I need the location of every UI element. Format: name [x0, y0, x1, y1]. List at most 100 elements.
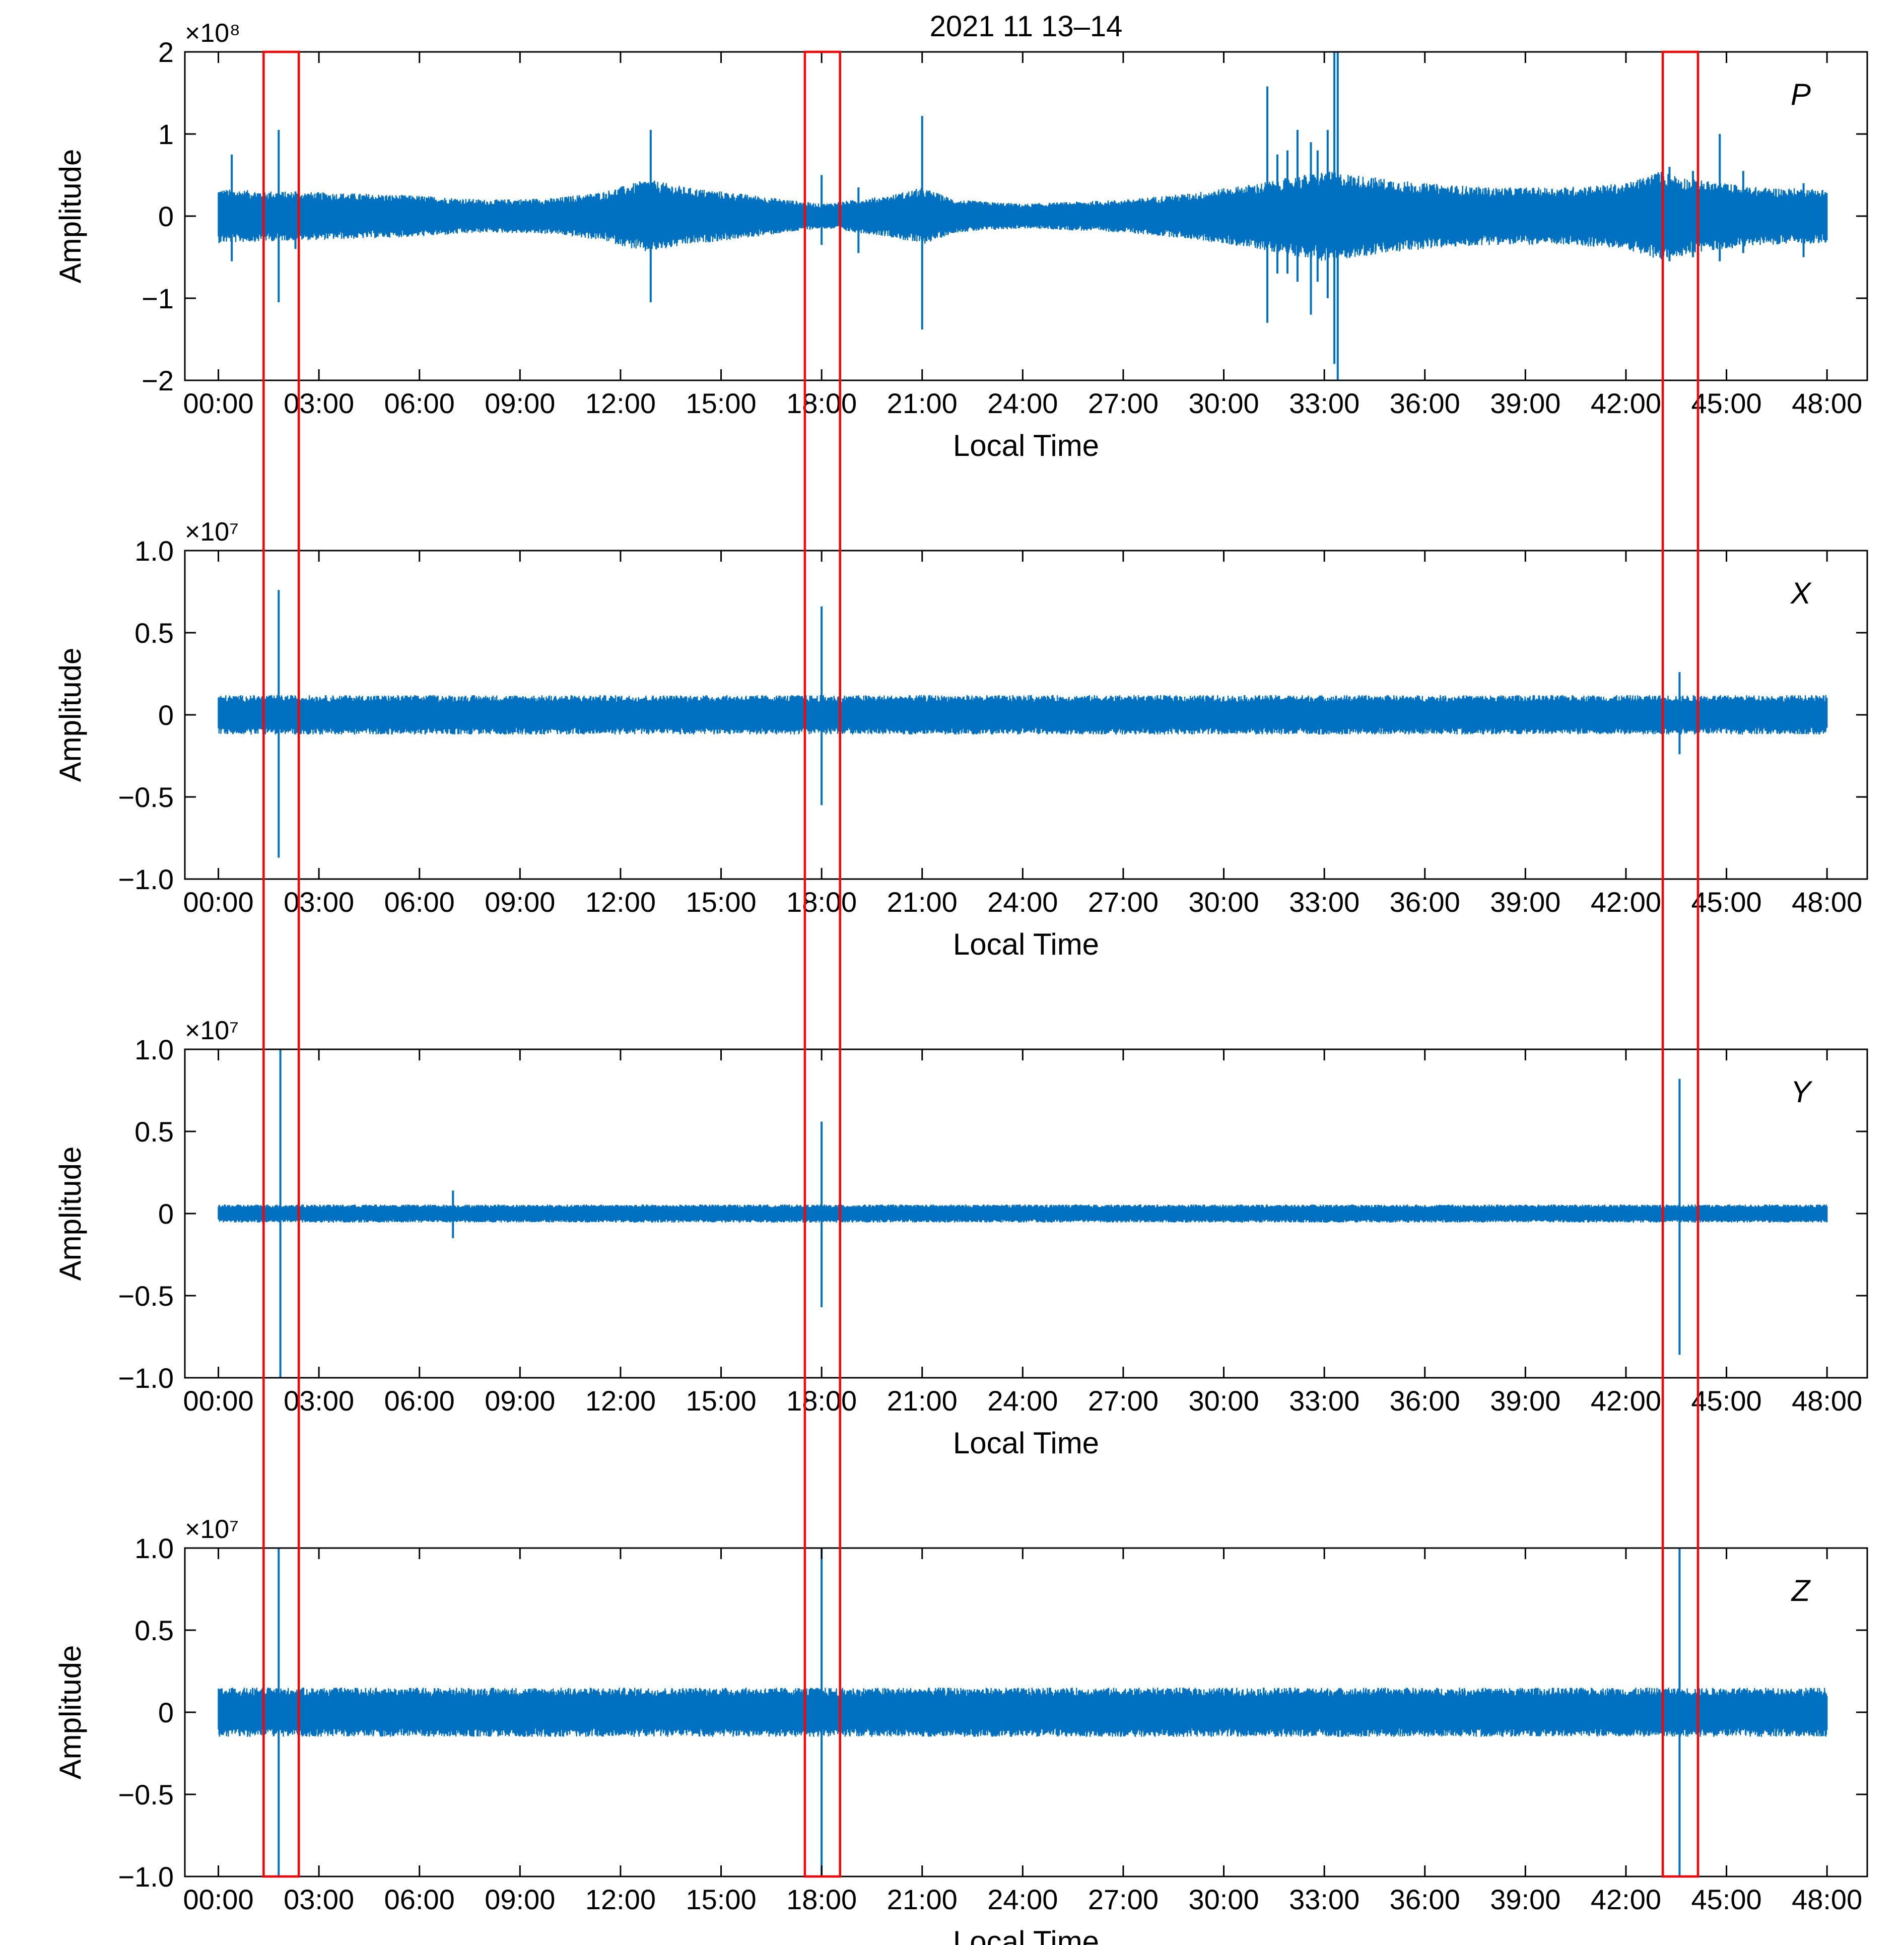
- y-tick-label: −1.0: [118, 1861, 174, 1893]
- y-tick-label: 0.5: [134, 1615, 174, 1646]
- highlight-window: [1661, 50, 1699, 1878]
- y-tick-label: 0: [158, 1198, 174, 1230]
- x-tick-label: 21:00: [887, 886, 958, 918]
- x-tick-label: 33:00: [1289, 886, 1359, 918]
- x-tick-label: 33:00: [1289, 1385, 1359, 1417]
- y-tick-label: −1.0: [118, 863, 174, 895]
- x-tick-label: 48:00: [1792, 387, 1862, 419]
- panel-label: Z: [1791, 1574, 1811, 1607]
- x-axis-label: Local Time: [953, 429, 1099, 462]
- x-tick-label: 48:00: [1792, 886, 1862, 918]
- x-tick-label: 45:00: [1691, 1385, 1761, 1417]
- x-tick-label: 00:00: [183, 1884, 253, 1915]
- x-tick-label: 30:00: [1188, 1385, 1259, 1417]
- x-tick-label: 30:00: [1188, 1884, 1259, 1915]
- x-tick-label: 36:00: [1390, 1385, 1460, 1417]
- x-tick-label: 36:00: [1390, 387, 1460, 419]
- x-tick-label: 15:00: [686, 886, 756, 918]
- x-tick-label: 15:00: [686, 387, 756, 419]
- x-tick-label: 45:00: [1691, 886, 1761, 918]
- signal-trace: [218, 1204, 1828, 1223]
- x-tick-label: 39:00: [1490, 387, 1560, 419]
- x-tick-label: 42:00: [1591, 886, 1661, 918]
- x-tick-label: 18:00: [786, 1884, 857, 1915]
- x-tick-label: 24:00: [987, 886, 1058, 918]
- x-tick-label: 27:00: [1088, 1884, 1159, 1915]
- y-tick-label: 0: [158, 1697, 174, 1728]
- x-tick-label: 21:00: [887, 387, 958, 419]
- x-tick-label: 42:00: [1591, 387, 1661, 419]
- x-tick-label: 45:00: [1691, 1884, 1761, 1915]
- y-axis-label: Amplitude: [53, 1147, 87, 1281]
- y-exponent-label: ×10⁸: [185, 19, 240, 48]
- x-tick-label: 06:00: [384, 1385, 455, 1417]
- x-axis-label: Local Time: [953, 1426, 1099, 1460]
- panel-z: 00:00 03:00 06:00 09:00 12:00 15:00 18:00 21:00…: [53, 1515, 1868, 1945]
- x-tick-label: 42:00: [1591, 1385, 1661, 1417]
- x-tick-label: 30:00: [1188, 886, 1259, 918]
- x-tick-label: 24:00: [987, 1385, 1058, 1417]
- x-tick-label: 00:00: [183, 886, 253, 918]
- y-axis-label: Amplitude: [53, 1645, 87, 1780]
- x-tick-label: 03:00: [284, 886, 354, 918]
- x-tick-label: 39:00: [1490, 1385, 1560, 1417]
- y-tick-label: 1.0: [134, 1034, 174, 1065]
- x-tick-label: 36:00: [1390, 1884, 1460, 1915]
- x-tick-label: 09:00: [485, 387, 555, 419]
- x-tick-label: 45:00: [1691, 387, 1761, 419]
- x-tick-label: 24:00: [987, 387, 1058, 419]
- panel-label: Y: [1791, 1075, 1813, 1109]
- y-tick-label: 0.5: [134, 617, 174, 649]
- x-tick-label: 30:00: [1188, 387, 1259, 419]
- x-tick-label: 00:00: [183, 387, 253, 419]
- x-tick-label: 15:00: [686, 1884, 756, 1915]
- x-tick-label: 21:00: [887, 1884, 958, 1915]
- x-tick-label: 33:00: [1289, 387, 1359, 419]
- y-tick-label: −0.5: [118, 1779, 174, 1810]
- x-tick-label: 06:00: [384, 387, 455, 419]
- y-exponent-label: ×10⁷: [185, 1515, 239, 1544]
- x-tick-label: 12:00: [585, 886, 656, 918]
- y-exponent-label: ×10⁷: [185, 1016, 239, 1045]
- x-tick-label: 09:00: [485, 886, 555, 918]
- x-tick-label: 12:00: [585, 1884, 656, 1915]
- highlight-window: [262, 50, 300, 1878]
- signal-trace: [218, 695, 1828, 735]
- x-tick-label: 39:00: [1490, 1884, 1560, 1915]
- x-tick-label: 09:00: [485, 1385, 555, 1417]
- x-tick-label: 27:00: [1088, 886, 1159, 918]
- y-tick-label: 2: [158, 36, 174, 68]
- panel-label: X: [1790, 576, 1812, 610]
- panel-p: 00:00 03:00 06:00 09:00 12:00 15:00 18:00 21:00…: [53, 19, 1868, 462]
- x-tick-label: 03:00: [284, 1385, 354, 1417]
- x-tick-label: 12:00: [585, 387, 656, 419]
- signal-trace: [218, 171, 1828, 261]
- y-tick-label: −0.5: [118, 1280, 174, 1312]
- y-axis-label: Amplitude: [53, 149, 87, 284]
- x-tick-label: 09:00: [485, 1884, 555, 1915]
- x-tick-label: 24:00: [987, 1884, 1058, 1915]
- x-tick-label: 33:00: [1289, 1884, 1359, 1915]
- x-tick-label: 18:00: [786, 387, 857, 419]
- x-axis-label: Local Time: [953, 1925, 1099, 1945]
- panel-y: 00:00 03:00 06:00 09:00 12:00 15:00 18:00 21:00…: [53, 1016, 1868, 1460]
- x-tick-label: 39:00: [1490, 886, 1560, 918]
- y-tick-label: 0.5: [134, 1116, 174, 1148]
- highlight-window: [803, 50, 841, 1878]
- y-tick-label: −1.0: [118, 1362, 174, 1394]
- x-tick-label: 00:00: [183, 1385, 253, 1417]
- x-tick-label: 48:00: [1792, 1884, 1862, 1915]
- x-tick-label: 03:00: [284, 1884, 354, 1915]
- y-axis-label: Amplitude: [53, 648, 87, 782]
- x-tick-label: 27:00: [1088, 387, 1159, 419]
- figure-title: 2021 11 13–14: [930, 10, 1123, 43]
- y-tick-label: 1.0: [134, 535, 174, 567]
- y-tick-label: −1: [142, 283, 174, 314]
- x-tick-label: 06:00: [384, 886, 455, 918]
- y-tick-label: 0: [158, 699, 174, 731]
- highlight-windows-group: [262, 50, 1699, 1878]
- panel-x: 00:00 03:00 06:00 09:00 12:00 15:00 18:00 21:00…: [53, 517, 1868, 961]
- y-exponent-label: ×10⁷: [185, 517, 239, 547]
- x-tick-label: 18:00: [786, 1385, 857, 1417]
